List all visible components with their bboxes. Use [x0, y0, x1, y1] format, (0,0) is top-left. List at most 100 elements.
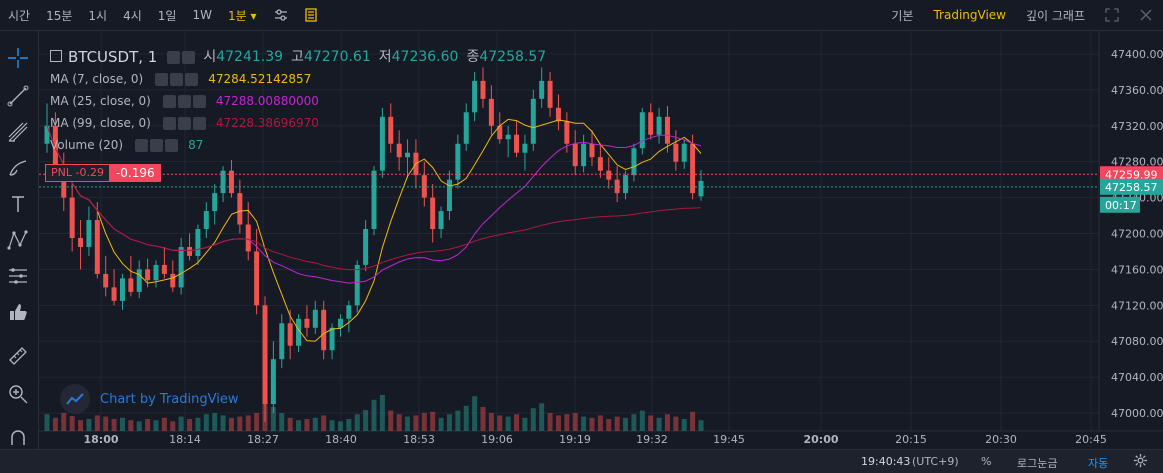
mode-depth[interactable]: 깊이 그래프: [1025, 8, 1085, 23]
ma25-value: 47288.00880000: [215, 94, 319, 108]
ruler-icon[interactable]: [5, 343, 31, 369]
price-tick-label: 47400.00: [1111, 48, 1163, 61]
percent-toggle[interactable]: %: [981, 455, 992, 468]
candle-body: [572, 143, 578, 167]
candle-body: [438, 211, 444, 230]
trend-line-icon[interactable]: [5, 83, 31, 109]
volume-bar: [287, 417, 293, 431]
candle-body: [262, 305, 268, 405]
volume-bar: [145, 419, 151, 431]
price-chart[interactable]: 47000.00 47040.00 47080.00 47120.00 47160.00…: [39, 31, 1163, 449]
volume-bar: [337, 421, 343, 431]
interval-3[interactable]: 4시: [123, 8, 142, 23]
volume-bar: [446, 414, 452, 431]
zoom-in-icon[interactable]: [5, 381, 31, 407]
indicators-icon[interactable]: [303, 7, 319, 23]
indicator-settings-icon[interactable]: [273, 7, 289, 23]
volume-bar: [128, 420, 134, 431]
ma7-line: [46, 118, 702, 342]
chart-settings-icon[interactable]: [1133, 453, 1148, 471]
indicator-remove-icon[interactable]: [165, 138, 179, 152]
candle-body: [279, 323, 285, 360]
volume-bar: [690, 411, 696, 431]
time-tick-label: 18:53: [403, 433, 435, 446]
indicator-visibility-icon[interactable]: [162, 116, 176, 130]
indicator-settings-icon[interactable]: [170, 72, 184, 86]
interval-6[interactable]: 1분 ▾: [227, 8, 257, 23]
volume-bar: [296, 420, 302, 431]
price-tag: [1100, 196, 1140, 213]
volume-bar: [220, 415, 226, 431]
candle-body: [161, 264, 167, 274]
volume-bar: [597, 415, 603, 431]
mode-basic[interactable]: 기본: [891, 8, 914, 23]
interval-2[interactable]: 1시: [88, 8, 108, 23]
timezone[interactable]: (UTC+9): [912, 455, 959, 468]
indicator-settings-icon[interactable]: [177, 94, 191, 108]
time-tick-label: 20:00: [803, 433, 838, 446]
text-tool-icon[interactable]: [5, 191, 31, 217]
candle-body: [136, 269, 142, 292]
tradingview-watermark[interactable]: Chart by TradingView: [60, 384, 238, 414]
candle-body: [405, 152, 411, 158]
close-icon[interactable]: [1129, 9, 1163, 21]
crosshair-icon[interactable]: [5, 45, 31, 71]
series-settings-icon[interactable]: [182, 50, 196, 64]
candle-body: [388, 116, 394, 144]
volume-bar: [656, 417, 662, 431]
indicator-settings-icon[interactable]: [150, 138, 164, 152]
indicator-remove-icon[interactable]: [192, 116, 206, 130]
volume-bar: [664, 414, 670, 431]
pnl-tag[interactable]: PNL -0.29 -0.196: [45, 164, 161, 182]
legend-collapse-icon[interactable]: [50, 50, 62, 62]
interval-1[interactable]: 15분: [46, 8, 73, 23]
candle-body: [488, 98, 494, 126]
indicator-visibility-icon[interactable]: [155, 72, 169, 86]
time-tick-label: 20:45: [1075, 433, 1107, 446]
volume-bar: [581, 416, 587, 431]
candle-body: [153, 264, 159, 281]
candle-body: [187, 246, 193, 256]
indicator-visibility-icon[interactable]: [135, 138, 149, 152]
price-tick-label: 47280.00: [1111, 156, 1163, 169]
candle-body: [78, 237, 84, 247]
price-tick-label: 47080.00: [1111, 335, 1163, 348]
fullscreen-icon[interactable]: [1095, 8, 1129, 22]
thumbs-up-icon[interactable]: [5, 299, 31, 325]
brush-icon[interactable]: [5, 155, 31, 181]
price-tag-label: 47258.57: [1105, 181, 1158, 194]
volume-bar: [321, 415, 327, 431]
magnet-icon[interactable]: [5, 427, 31, 447]
time-tick-label: 19:45: [713, 433, 745, 446]
price-tick-label: 47360.00: [1111, 84, 1163, 97]
mode-tradingview[interactable]: TradingView: [933, 8, 1006, 22]
pattern-icon[interactable]: [5, 227, 31, 253]
chevron-down-icon: ▾: [246, 8, 257, 23]
volume-bar: [497, 415, 503, 431]
candle-body: [178, 246, 184, 288]
indicator-settings-icon[interactable]: [177, 116, 191, 130]
time-tick-label: 19:32: [636, 433, 668, 446]
volume-bar: [312, 417, 318, 431]
volume-bar: [69, 416, 75, 431]
candle-body: [254, 251, 260, 306]
indicator-remove-icon[interactable]: [192, 94, 206, 108]
volume-bar: [94, 415, 100, 431]
series-settings-icon[interactable]: [167, 50, 181, 64]
candle-body: [346, 305, 352, 319]
symbol-title: BTCUSDT, 1: [68, 48, 158, 66]
pitchfork-icon[interactable]: [5, 119, 31, 145]
interval-4[interactable]: 1일: [157, 8, 177, 23]
volume-bar: [187, 419, 193, 431]
volume-bar: [346, 419, 352, 431]
drawing-toolbar: [0, 31, 39, 449]
indicator-remove-icon[interactable]: [185, 72, 199, 86]
indicator-visibility-icon[interactable]: [162, 94, 176, 108]
prediction-icon[interactable]: [5, 263, 31, 289]
candle-body: [237, 193, 243, 225]
log-scale-toggle[interactable]: 로그눈금: [1017, 457, 1058, 470]
tradingview-logo-icon: [60, 384, 90, 414]
interval-5[interactable]: 1W: [192, 8, 212, 22]
auto-scale-toggle[interactable]: 자동: [1088, 457, 1109, 470]
interval-0[interactable]: 시간: [8, 8, 31, 23]
